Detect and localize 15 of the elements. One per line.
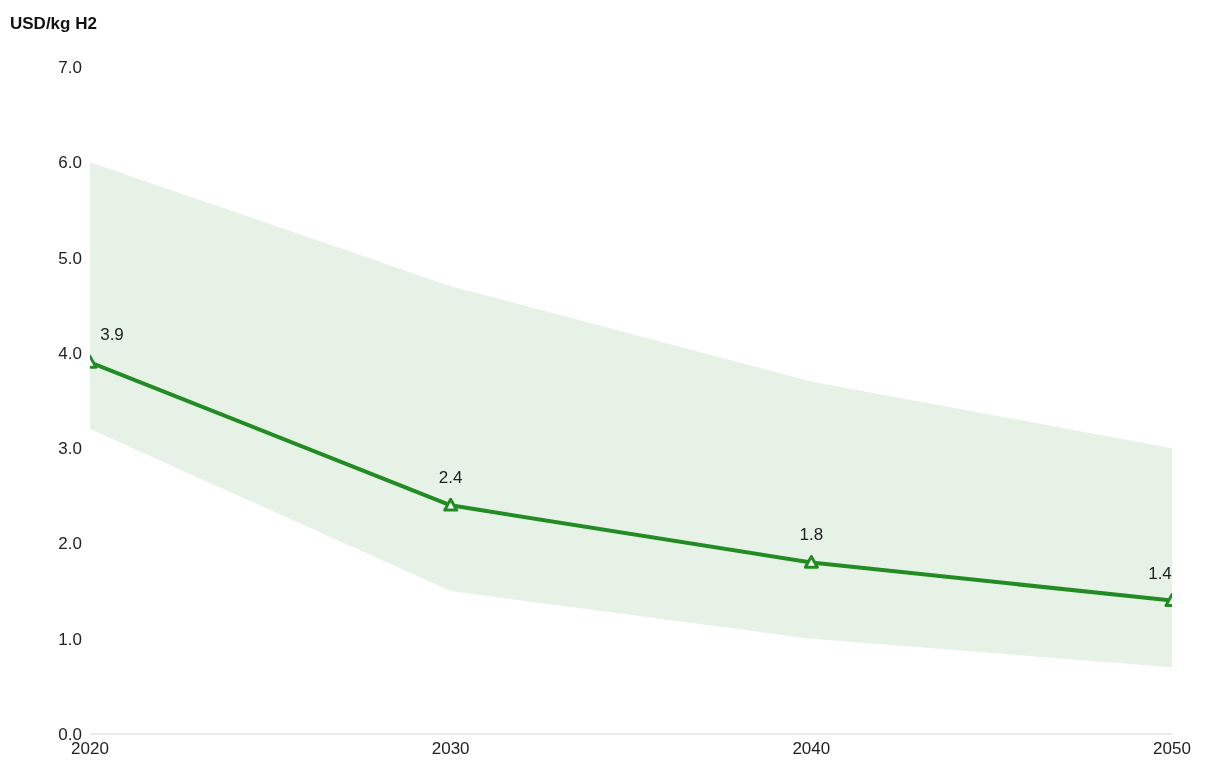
y-tick-label: 4.0 — [58, 343, 82, 363]
data-label: 1.4 — [1148, 563, 1172, 583]
y-tick-label: 6.0 — [58, 153, 82, 173]
y-tick-label: 5.0 — [58, 248, 82, 268]
y-tick-label: 3.0 — [58, 439, 82, 459]
data-label: 1.8 — [799, 525, 824, 545]
data-label: 3.9 — [100, 325, 124, 345]
x-tick-label: 2050 — [1153, 739, 1191, 759]
data-label: 2.4 — [438, 468, 463, 488]
y-tick-label: 1.0 — [58, 629, 82, 649]
x-tick-label: 2040 — [792, 739, 831, 759]
x-tick-label: 2030 — [431, 739, 470, 759]
y-axis-title: USD/kg H2 — [10, 14, 97, 34]
y-tick-label: 7.0 — [58, 58, 82, 78]
y-tick-label: 2.0 — [58, 534, 82, 554]
